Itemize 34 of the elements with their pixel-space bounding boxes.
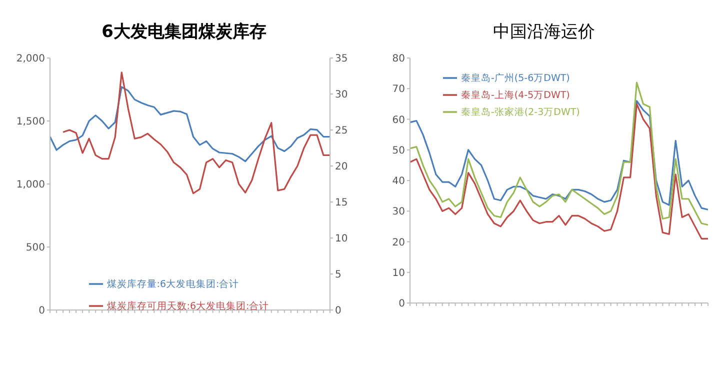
- chart-title: 6大发电集团煤炭库存: [100, 21, 268, 44]
- y2-tick-label: 5: [335, 270, 342, 281]
- line-series: [409, 103, 709, 240]
- y-tick-label: 70: [392, 84, 405, 96]
- y2-tick-label: 10: [335, 234, 348, 245]
- line-series: [62, 72, 331, 194]
- y-tick-label: 1,000: [16, 180, 45, 191]
- legend-label: 秦皇岛-上海(4-5万DWT): [461, 90, 570, 101]
- y-tick-label: 20: [392, 237, 405, 248]
- legend-label: 秦皇岛-广州(5-6万DWT): [461, 73, 570, 84]
- y-tick-label: 1,500: [16, 116, 45, 128]
- y2-tick-label: 15: [335, 198, 348, 209]
- y2-tick-label: 35: [335, 54, 348, 65]
- y2-tick-label: 30: [335, 90, 348, 101]
- y-tick-label: 80: [392, 54, 405, 65]
- y-tick-label: 60: [392, 114, 405, 126]
- line-series: [409, 82, 709, 226]
- y-tick-label: 0: [398, 298, 405, 310]
- y2-tick-label: 0: [335, 306, 342, 317]
- y2-tick-label: 20: [335, 162, 348, 173]
- legend-label: 煤炭库存量:6大发电集团:合计: [106, 279, 240, 290]
- line-series: [409, 100, 709, 210]
- y-tick-label: 50: [392, 145, 405, 156]
- line-series: [49, 86, 331, 162]
- y-tick-label: 500: [26, 242, 45, 254]
- text: 煤炭库存可用天数:6大发电集团:合计: [106, 301, 270, 312]
- y-tick-label: 2,000: [16, 54, 45, 65]
- y-tick-label: 30: [392, 206, 405, 218]
- y-tick-label: 40: [392, 176, 405, 188]
- chart-title: 中国沿海运价: [492, 21, 596, 44]
- legend-label: 秦皇岛-张家港(2-3万DWT): [461, 107, 580, 118]
- y2-tick-label: 25: [335, 126, 348, 137]
- y-tick-label: 10: [392, 268, 405, 279]
- y-tick-label: 0: [38, 306, 45, 317]
